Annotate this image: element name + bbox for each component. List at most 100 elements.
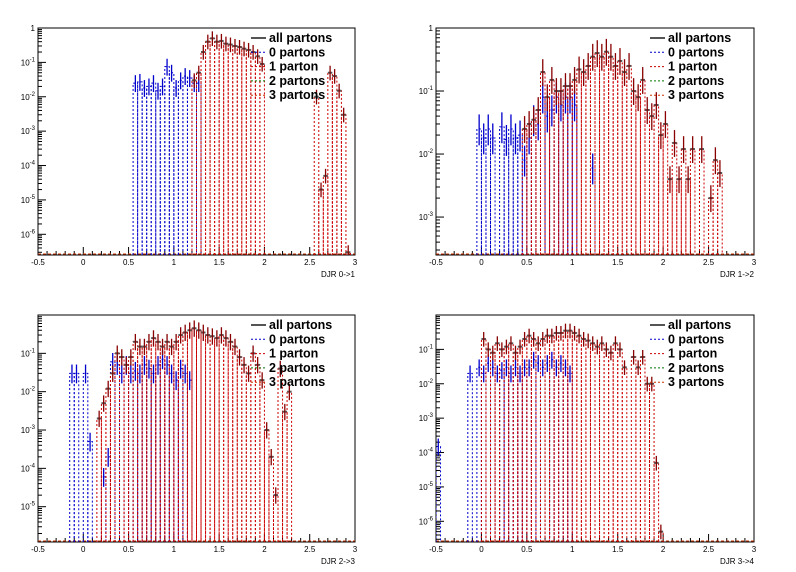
x-tick-label: 2 bbox=[262, 545, 267, 554]
x-tick-label: 0 bbox=[81, 545, 86, 554]
bin-1-parton bbox=[232, 346, 238, 542]
bin-1-parton bbox=[630, 90, 637, 255]
bin-1-parton bbox=[105, 388, 111, 542]
bin-1-parton bbox=[567, 330, 573, 542]
bin-1-parton bbox=[254, 55, 261, 255]
bin-1-parton bbox=[119, 356, 125, 542]
bin-0-partons bbox=[159, 85, 166, 255]
legend-label: 1 parton bbox=[668, 60, 717, 74]
bin-0-partons bbox=[526, 366, 532, 542]
bin-1-parton bbox=[612, 65, 619, 255]
bin-1-parton bbox=[580, 71, 587, 255]
bin-1-parton bbox=[214, 41, 220, 255]
bin-1-parton bbox=[241, 364, 247, 542]
histogram-bins bbox=[132, 31, 351, 255]
y-tick-label: 10-5 bbox=[419, 482, 434, 492]
bin-0-partons bbox=[544, 115, 551, 255]
y-tick-label: 10-5 bbox=[21, 502, 36, 512]
bin-1-parton bbox=[653, 462, 660, 542]
bin-0-partons bbox=[530, 119, 537, 255]
bin-1-parton bbox=[653, 104, 660, 255]
histogram-panel-4: -0.5 0 0.5 1 1.5 2 2.5 3 10-1 10-2 10-3 10-4 10-5 10-… bbox=[419, 314, 757, 566]
bin-1-parton bbox=[608, 352, 614, 542]
bin-0-partons bbox=[490, 137, 496, 255]
x-tick-label: 0.5 bbox=[521, 545, 533, 554]
bin-1-parton bbox=[689, 148, 696, 255]
bin-1-parton bbox=[712, 159, 719, 255]
bin-0-partons bbox=[191, 82, 197, 255]
bin-0-partons bbox=[173, 379, 179, 542]
bin-1-parton bbox=[635, 96, 641, 255]
y-tick-label: 1 bbox=[429, 24, 434, 33]
bin-0-partons bbox=[109, 361, 116, 542]
bin-0-partons bbox=[562, 96, 569, 255]
bin-1-parton bbox=[250, 51, 256, 255]
bin-0-partons bbox=[87, 441, 93, 542]
histogram-bins bbox=[436, 323, 664, 542]
x-tick-label: 1 bbox=[570, 258, 575, 267]
bin-1-parton bbox=[282, 411, 288, 542]
bin-1-parton bbox=[245, 49, 252, 255]
bin-1-parton bbox=[603, 348, 610, 542]
histogram-panel-2: -0.5 0 0.5 1 1.5 2 2.5 3 1 10-1 10-2 10-3 DJR 1->2 al… bbox=[419, 24, 757, 279]
bin-1-parton bbox=[223, 43, 229, 255]
x-tick-label: 1.5 bbox=[214, 258, 226, 267]
bin-1-parton bbox=[245, 372, 252, 542]
bin-1-parton bbox=[535, 109, 541, 255]
bin-1-parton bbox=[159, 346, 166, 542]
y-tick-label: 10-3 bbox=[419, 413, 434, 423]
bin-0-partons bbox=[159, 358, 166, 542]
y-tick-label: 10-4 bbox=[21, 463, 36, 473]
x-axis-title: DJR 1->2 bbox=[720, 270, 755, 279]
y-tick-label: 10-3 bbox=[21, 126, 36, 136]
legend-label: 2 partons bbox=[668, 361, 724, 375]
histogram-bins bbox=[69, 320, 293, 542]
bin-0-partons bbox=[499, 369, 505, 542]
bin-1-parton bbox=[200, 51, 207, 255]
x-tick-label: -0.5 bbox=[429, 258, 443, 267]
bin-1-parton bbox=[630, 356, 637, 542]
bin-1-parton bbox=[558, 90, 564, 255]
bin-0-partons bbox=[196, 82, 202, 255]
bin-1-parton bbox=[196, 329, 202, 542]
bin-1-parton bbox=[191, 327, 197, 542]
bin-0-partons bbox=[526, 137, 532, 255]
bin-1-parton bbox=[263, 429, 270, 542]
y-tick-label: 10-6 bbox=[419, 516, 434, 526]
legend-label: 0 partons bbox=[269, 45, 325, 59]
bin-0-partons bbox=[168, 72, 175, 255]
bin-0-partons bbox=[558, 104, 564, 255]
bin-1-parton bbox=[576, 68, 582, 255]
x-tick-label: 0.5 bbox=[521, 258, 533, 267]
x-tick-label: 1.5 bbox=[214, 545, 226, 554]
bin-0-partons bbox=[539, 96, 546, 255]
bin-1-parton bbox=[685, 178, 691, 255]
bin-1-parton bbox=[535, 342, 541, 542]
bin-1-parton bbox=[327, 72, 333, 255]
bin-1-parton bbox=[209, 37, 216, 255]
bin-1-parton bbox=[676, 178, 682, 255]
y-tick-label: 10-5 bbox=[21, 195, 36, 205]
legend-label: 3 partons bbox=[269, 88, 325, 102]
bin-1-parton bbox=[227, 341, 234, 542]
y-tick-label: 10-6 bbox=[21, 229, 36, 239]
bin-1-parton bbox=[626, 65, 632, 255]
bin-1-parton bbox=[512, 352, 519, 542]
bin-0-partons bbox=[467, 372, 473, 542]
bin-1-parton bbox=[223, 337, 229, 542]
bin-0-partons bbox=[73, 372, 80, 542]
bin-0-partons bbox=[155, 90, 161, 255]
y-tick-label: 1 bbox=[31, 24, 36, 33]
bin-1-parton bbox=[277, 368, 284, 542]
bin-1-parton bbox=[585, 340, 591, 542]
bin-0-partons bbox=[508, 372, 514, 542]
bin-0-partons bbox=[549, 359, 555, 542]
x-axis-title: DJR 3->4 bbox=[720, 557, 755, 566]
bin-0-partons bbox=[490, 366, 496, 542]
legend-label: 1 parton bbox=[269, 347, 318, 361]
x-tick-label: 1.5 bbox=[612, 545, 624, 554]
bin-1-parton bbox=[617, 60, 623, 255]
x-tick-label: 0 bbox=[81, 258, 86, 267]
x-tick-label: 0 bbox=[479, 545, 484, 554]
